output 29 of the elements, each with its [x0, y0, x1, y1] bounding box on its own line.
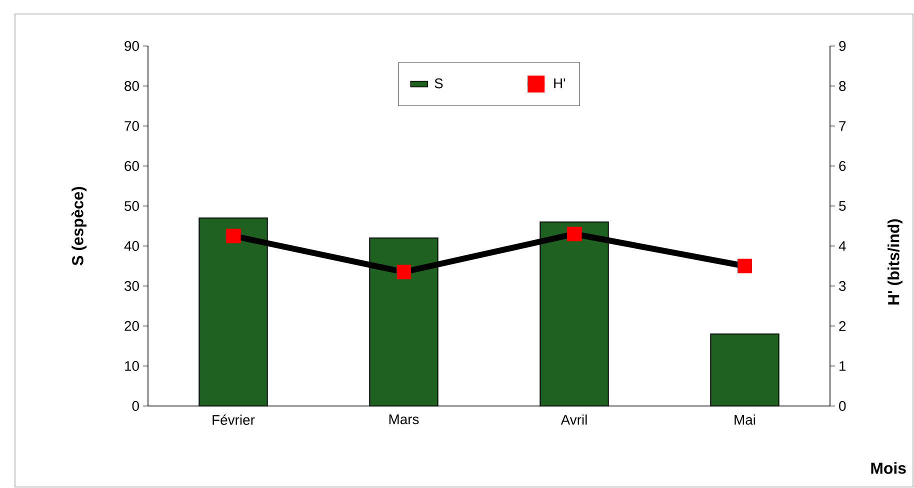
x-tick-label: Mars	[389, 414, 419, 424]
y-axis-title: S (espèce)	[72, 186, 87, 266]
y-tick-label: 70	[124, 121, 139, 131]
y2-tick-label: 8	[839, 81, 846, 91]
y2-tick-label: 5	[839, 201, 846, 211]
y2-tick-label: 2	[839, 321, 846, 331]
y2-tick-label: 9	[839, 41, 846, 51]
y2-tick-label: 6	[839, 161, 846, 171]
y2-axis-title: H' (bits/ind)	[888, 219, 902, 304]
legend-label: H'	[554, 78, 566, 88]
legend-label: S	[434, 78, 443, 88]
y-tick-label: 20	[124, 321, 139, 331]
y-tick-label: 60	[124, 161, 139, 171]
y2-tick-label: 3	[839, 281, 846, 291]
y-tick-label: 0	[132, 401, 139, 411]
y-tick-label: 40	[124, 241, 139, 251]
y2-tick-label: 0	[839, 401, 846, 411]
y-tick-label: 10	[125, 361, 139, 371]
x-axis-title: Mois	[871, 462, 906, 474]
y-tick-label: 80	[124, 81, 139, 91]
y2-tick-label: 1	[840, 361, 846, 371]
x-tick-label: Avril	[560, 414, 587, 425]
x-tick-label: Mai	[734, 414, 756, 425]
y-tick-label: 30	[124, 281, 139, 291]
y2-tick-label: 4	[838, 241, 846, 251]
y2-tick-label: 7	[839, 121, 846, 131]
y-tick-label: 90	[124, 41, 139, 51]
x-tick-label: Février	[212, 414, 255, 425]
y-tick-label: 50	[124, 201, 139, 211]
